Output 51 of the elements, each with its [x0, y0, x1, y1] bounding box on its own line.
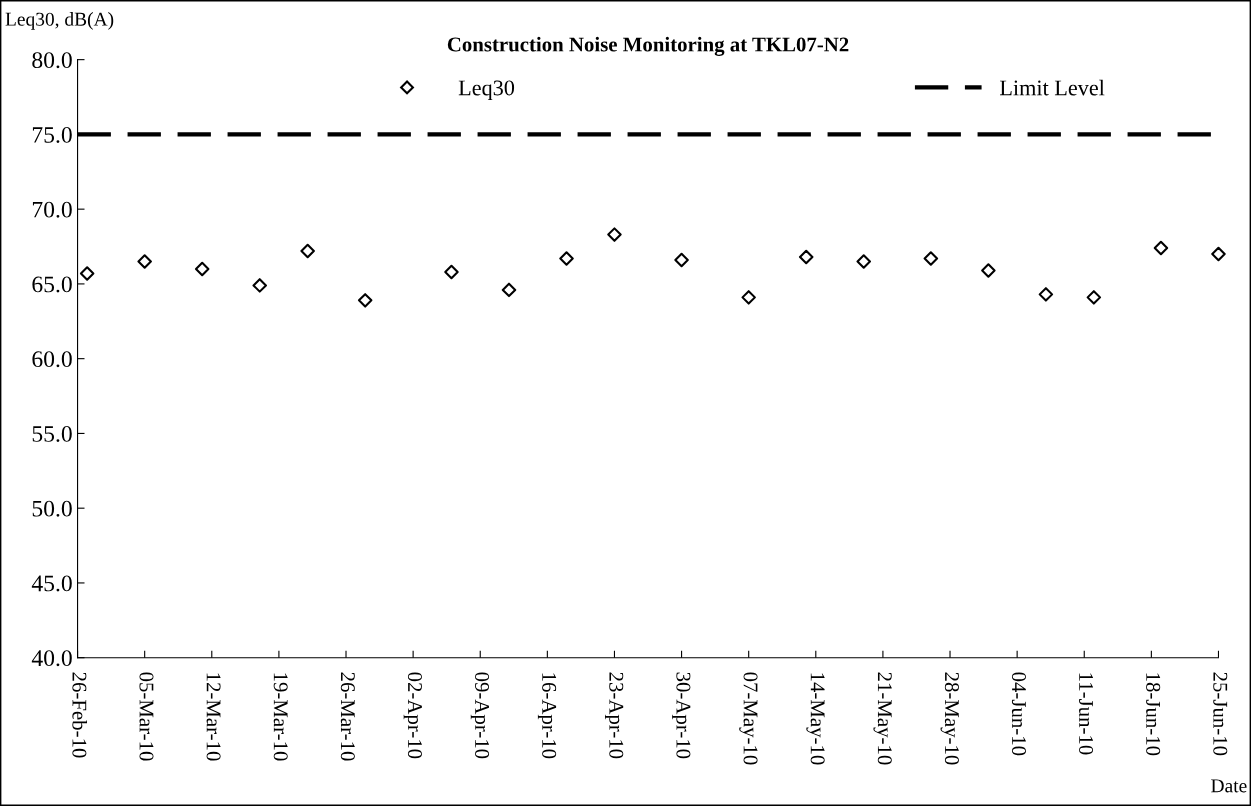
y-tick-label: 60.0: [32, 351, 72, 368]
y-tick-label: 45.0: [31, 575, 72, 592]
x-tick-label: 14-May-10: [806, 673, 825, 765]
legend-label: Limit Level: [1000, 79, 1105, 96]
y-tick-label: 55.0: [32, 425, 72, 442]
point: [1086, 290, 1102, 305]
x-tick-label: 21-May-10: [873, 672, 892, 765]
x-tick-label: 26-Mar-10: [340, 672, 355, 761]
x-tick-label: 26-Feb-10: [72, 672, 88, 758]
x-tick-label: 09-Apr-10: [470, 672, 490, 759]
point: [501, 282, 517, 298]
x-tick-label: 28-May-10: [940, 672, 959, 765]
point: [1038, 287, 1054, 302]
x-axis-title: Date: [1211, 779, 1247, 793]
point: [252, 278, 267, 293]
point: [559, 251, 574, 266]
point: [856, 254, 871, 269]
point: [741, 290, 756, 305]
x-tick-label: 12-Mar-10: [206, 673, 221, 761]
x-tick-label: 18-Jun-10: [1146, 673, 1161, 756]
chart-title: Construction Noise Monitoring at TKL07-N2: [447, 36, 849, 56]
x-tick-label: 04-Jun-10: [1011, 672, 1026, 756]
point: [674, 252, 689, 268]
point: [300, 243, 315, 259]
point: [923, 251, 939, 266]
point: [357, 293, 373, 308]
x-tick-label: 11-Jun-10: [1079, 673, 1094, 755]
legend-label: Leq30: [458, 80, 515, 100]
x-tick-label: 25-Jun-10: [1213, 672, 1228, 756]
y-tick-label: 75.0: [32, 126, 72, 143]
y-tick-label: 70.0: [32, 201, 72, 218]
point: [444, 264, 459, 280]
point: [1211, 246, 1226, 262]
x-tick-label: 02-Apr-10: [403, 672, 422, 759]
point: [1153, 240, 1169, 256]
y-axis-title: Leq30, dB(A): [5, 12, 114, 30]
point: [981, 263, 996, 278]
point: [137, 254, 152, 269]
x-tick-label: 16-Apr-10: [537, 673, 557, 759]
y-tick-label: 50.0: [32, 500, 72, 517]
y-tick-label: 40.0: [31, 650, 72, 667]
x-tick-label: 05-Mar-10: [139, 672, 154, 761]
x-tick-label: 19-Mar-10: [273, 673, 288, 761]
point: [194, 261, 210, 277]
point: [798, 249, 814, 265]
point: [607, 227, 622, 242]
y-tick-label: 80.0: [32, 52, 72, 69]
x-tick-label: 30-Apr-10: [672, 672, 691, 759]
x-tick-label: 23-Apr-10: [605, 672, 624, 759]
y-tick-label: 65.0: [32, 276, 72, 293]
x-tick-label: 07-May-10: [739, 672, 758, 765]
